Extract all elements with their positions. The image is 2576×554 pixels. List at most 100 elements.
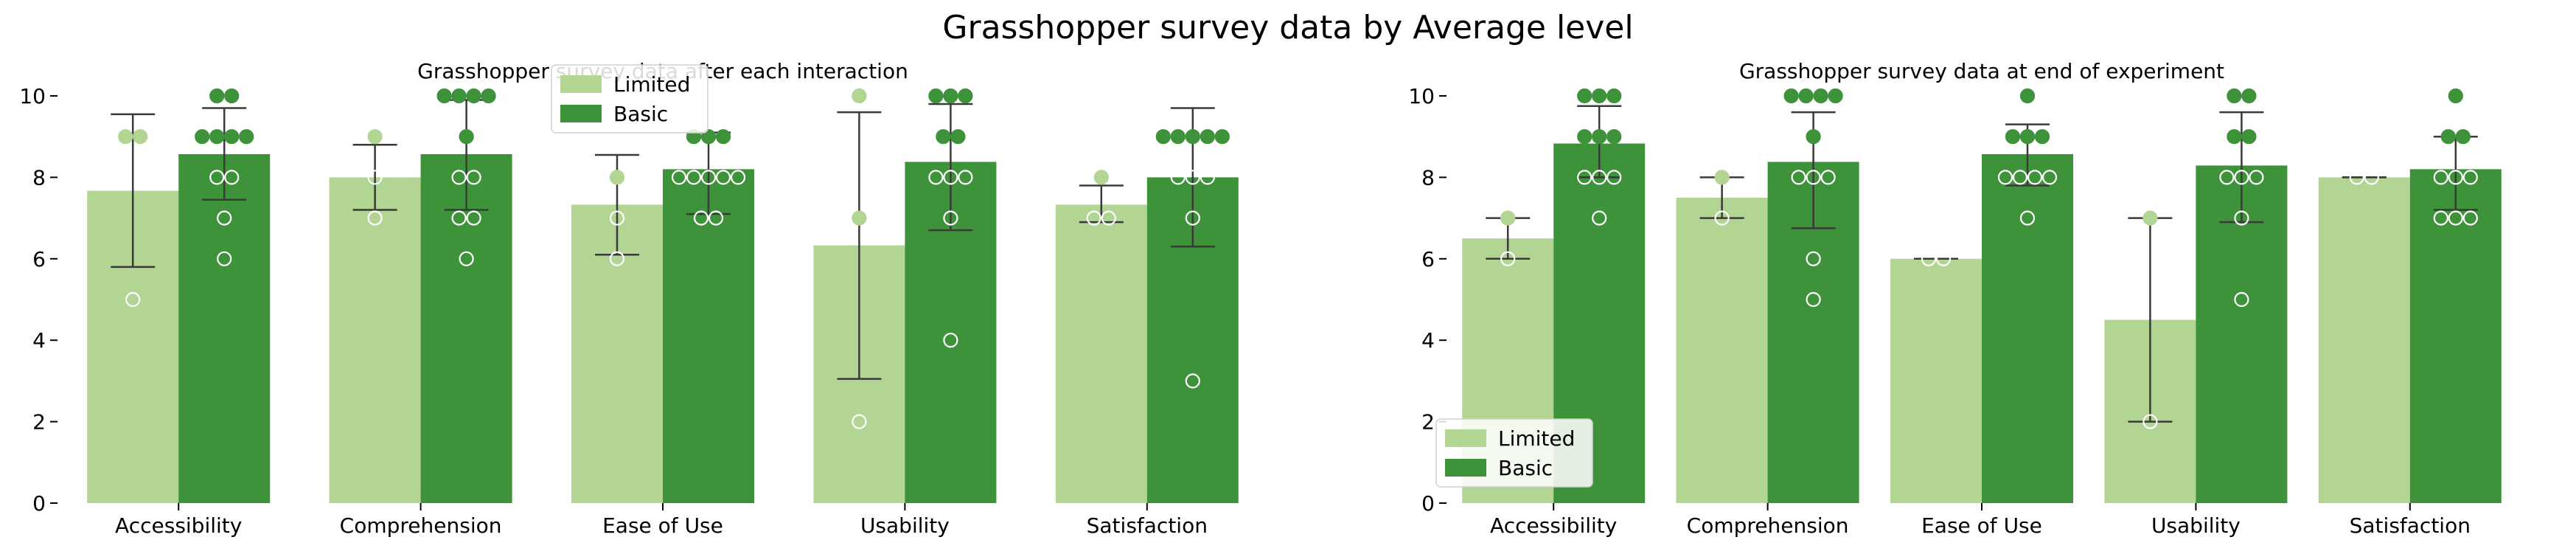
- chart-legend: Limited Basic: [551, 64, 709, 134]
- data-point: [2227, 129, 2242, 145]
- data-point: [1806, 129, 1821, 145]
- y-tick-label: 2: [32, 410, 46, 434]
- data-point: [2448, 88, 2463, 104]
- data-point: [943, 210, 958, 226]
- data-point: [451, 210, 467, 226]
- data-point: [1185, 129, 1200, 145]
- bar-basic: [420, 153, 512, 503]
- data-point: [1820, 170, 1836, 185]
- data-point: [1093, 170, 1109, 185]
- data-point: [2019, 129, 2036, 145]
- legend-label: Limited: [1498, 426, 1575, 451]
- bar-basic: [1982, 153, 2073, 503]
- data-point: [367, 210, 383, 226]
- chart-panel: Grasshopper survey data after each inter…: [19, 59, 1239, 538]
- data-point: [1500, 210, 1516, 226]
- data-point: [1185, 170, 1200, 185]
- data-point: [2364, 170, 2379, 185]
- data-point: [1577, 88, 1592, 104]
- bar-limited: [1055, 204, 1147, 503]
- data-point: [2234, 210, 2249, 226]
- data-point: [2241, 88, 2257, 104]
- data-point: [2433, 210, 2448, 226]
- y-tick-label: 4: [1421, 328, 1435, 353]
- y-tick-label: 6: [1421, 247, 1435, 271]
- data-point: [1170, 129, 1186, 145]
- data-point: [2462, 170, 2478, 185]
- data-point: [700, 129, 717, 145]
- data-point: [1606, 88, 1622, 104]
- data-point: [2234, 291, 2249, 308]
- x-tick-label: Satisfaction: [1087, 513, 1208, 538]
- chart-panel: Grasshopper survey data at end of experi…: [1408, 59, 2502, 538]
- data-point: [693, 210, 709, 226]
- data-point: [2142, 414, 2158, 429]
- data-point: [2005, 129, 2021, 145]
- data-point: [209, 170, 225, 185]
- legend-swatch: [1445, 459, 1486, 477]
- data-point: [217, 210, 232, 226]
- bar-limited: [2318, 177, 2410, 503]
- data-point: [2448, 170, 2463, 185]
- data-point: [1577, 170, 1592, 185]
- data-point: [195, 129, 210, 145]
- data-point: [609, 251, 625, 266]
- data-point: [2241, 129, 2257, 145]
- data-point: [239, 129, 254, 145]
- data-point: [1806, 291, 1821, 308]
- data-point: [2219, 170, 2235, 185]
- legend-label: Basic: [613, 102, 668, 126]
- data-point: [451, 170, 467, 185]
- x-tick-label: Accessibility: [115, 513, 242, 538]
- bar-limited: [1676, 198, 1768, 503]
- data-point: [936, 129, 951, 145]
- data-point: [1086, 210, 1101, 226]
- data-point: [2448, 210, 2463, 226]
- data-point: [730, 170, 746, 185]
- y-tick-label: 8: [1421, 165, 1435, 190]
- legend-label: Basic: [1498, 456, 1553, 480]
- data-point: [2034, 129, 2050, 145]
- data-point: [466, 170, 481, 185]
- bar-basic: [663, 169, 754, 504]
- data-point: [367, 129, 383, 145]
- x-tick-label: Accessibility: [1490, 513, 1617, 538]
- data-point: [1606, 170, 1622, 185]
- data-point: [1592, 170, 1607, 185]
- data-point: [715, 129, 731, 145]
- data-point: [1714, 210, 1730, 226]
- data-point: [1714, 170, 1730, 185]
- data-point: [671, 170, 687, 185]
- data-point: [852, 414, 867, 429]
- data-point: [1592, 210, 1607, 226]
- data-point: [224, 170, 240, 185]
- data-point: [451, 88, 467, 104]
- bar-limited: [329, 177, 421, 503]
- y-tick-label: 4: [32, 328, 46, 353]
- data-point: [1798, 88, 1814, 104]
- data-point: [2455, 129, 2471, 145]
- data-point: [1806, 251, 1821, 266]
- data-point: [928, 88, 944, 104]
- data-point: [224, 129, 240, 145]
- legend-label: Limited: [613, 72, 690, 97]
- data-point: [1783, 88, 1799, 104]
- data-point: [2019, 88, 2036, 104]
- data-point: [1185, 210, 1200, 226]
- data-point: [224, 88, 240, 104]
- data-point: [2462, 210, 2478, 226]
- legend-swatch: [560, 105, 602, 122]
- data-point: [367, 170, 383, 185]
- data-point: [1200, 170, 1215, 185]
- x-tick-label: Ease of Use: [1921, 513, 2042, 538]
- data-point: [2433, 170, 2448, 185]
- data-point: [118, 129, 133, 145]
- data-point: [943, 88, 958, 104]
- x-tick-label: Comprehension: [340, 513, 502, 538]
- data-point: [1592, 88, 1607, 104]
- data-point: [2012, 170, 2028, 185]
- data-point: [2027, 170, 2043, 185]
- data-point: [609, 210, 625, 226]
- data-point: [943, 333, 958, 348]
- x-tick-label: Comprehension: [1687, 513, 1849, 538]
